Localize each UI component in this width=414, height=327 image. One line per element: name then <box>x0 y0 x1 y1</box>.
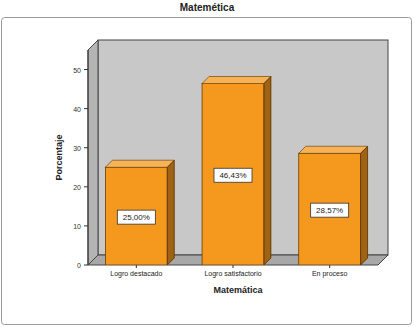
data-labels: 25,00% 46,43% 28,57% <box>117 168 348 224</box>
bar <box>299 146 368 265</box>
bar-side <box>264 77 271 265</box>
bar-top-shade <box>202 77 271 84</box>
y-axis-line <box>88 50 89 265</box>
bar-top <box>202 77 271 84</box>
plot-left-wall <box>88 40 98 265</box>
y-tick <box>84 108 88 109</box>
bar-side-shade <box>167 160 174 265</box>
data-label: 28,57% <box>316 206 343 215</box>
data-label-box <box>117 210 155 224</box>
data-label: 46,43% <box>219 171 246 180</box>
bars <box>105 77 367 265</box>
y-tick <box>84 186 88 187</box>
bar-top-shade <box>105 160 174 167</box>
x-axis-label: Matemática <box>213 285 263 295</box>
bar-top <box>105 160 174 167</box>
chart-svg: Matemética 0 10 20 30 40 50 25,00% 46,43% 28,57% L… <box>0 0 414 327</box>
x-tick-label: Logro destacado <box>110 270 162 278</box>
y-tick-label: 30 <box>73 145 81 152</box>
bar-top-shade <box>299 146 368 153</box>
y-tick-label: 10 <box>73 223 81 230</box>
data-label-box <box>214 168 252 182</box>
bar-side <box>361 146 368 265</box>
bar-front <box>299 153 361 265</box>
bar-front <box>105 167 167 265</box>
data-label: 25,00% <box>123 213 150 222</box>
outer-frame <box>2 18 412 325</box>
x-tick-label: En proceso <box>312 270 348 278</box>
bar-side-shade <box>361 146 368 265</box>
x-tick <box>136 265 137 268</box>
data-label-box <box>311 203 349 217</box>
chart-title: Matemética <box>180 2 235 13</box>
y-tick-label: 40 <box>73 106 81 113</box>
y-tick <box>84 147 88 148</box>
y-tick <box>84 265 88 266</box>
bar-side-shade <box>264 77 271 265</box>
x-tick <box>329 265 330 268</box>
y-tick-label: 20 <box>73 184 81 191</box>
y-tick <box>84 69 88 70</box>
y-tick <box>84 225 88 226</box>
bar-front <box>202 84 264 265</box>
y-tick-label: 0 <box>77 262 81 269</box>
x-tick <box>233 265 234 268</box>
y-tick-label: 50 <box>73 67 81 74</box>
bar-top <box>299 146 368 153</box>
bar <box>105 160 174 265</box>
chart-container: Matemética 0 10 20 30 40 50 25,00% 46,43% 28,57% L… <box>0 0 414 327</box>
y-axis-label: Porcentaje <box>54 134 64 180</box>
x-tick-label: Logro satisfactorio <box>204 270 261 278</box>
bar-side <box>167 160 174 265</box>
bar <box>202 77 271 265</box>
